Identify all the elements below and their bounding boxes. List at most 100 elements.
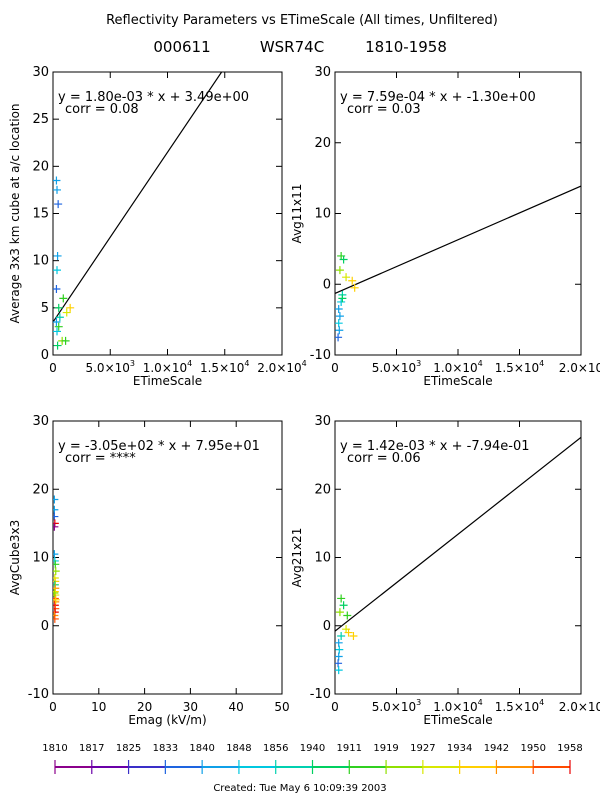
- x-tick-label: 0: [49, 700, 57, 714]
- fit-equation: y = -3.05e+02 * x + 7.95e+01: [58, 439, 260, 454]
- x-tick-label: 2.0×10: [559, 700, 600, 714]
- colorbar-label: 1919: [373, 743, 398, 754]
- colorbar-label: 1927: [410, 743, 435, 754]
- x-tick-label: 2.0×104: [257, 359, 307, 375]
- data-point: [343, 611, 352, 620]
- data-point: [335, 326, 344, 335]
- y-tick-label: 30: [32, 65, 49, 80]
- x-tick-label: 1.0×104: [433, 698, 483, 714]
- x-tick-label: 1.5×104: [200, 359, 250, 375]
- colorbar-label: 1911: [337, 743, 362, 754]
- data-point: [344, 628, 353, 637]
- y-tick-label: 0: [41, 348, 49, 363]
- data-point: [53, 522, 59, 531]
- data-point: [53, 614, 59, 623]
- y-tick-label: 10: [32, 551, 49, 566]
- data-point: [53, 588, 59, 597]
- data-point: [55, 313, 64, 322]
- fit-equation: y = 1.42e-03 * x + -7.94e-01: [340, 439, 530, 454]
- colorbar-label: 1825: [116, 743, 141, 754]
- data-point: [342, 273, 351, 282]
- x-tick-label: 30: [183, 700, 198, 714]
- data-point: [335, 305, 343, 314]
- x-tick-label: 0: [331, 361, 339, 375]
- radar-label: WSR74C: [260, 38, 324, 56]
- data-point: [337, 631, 346, 640]
- figure-subtitle: 000611 WSR74C 1810-1958: [153, 38, 447, 56]
- data-point: [335, 319, 343, 328]
- y-tick-label: -10: [310, 348, 331, 363]
- y-tick-label: 10: [32, 254, 49, 269]
- data-point: [53, 185, 62, 194]
- y-tick-label: 20: [314, 482, 331, 497]
- y-tick-label: 15: [32, 207, 49, 222]
- figure-title: Reflectivity Parameters vs ETimeScale (A…: [106, 13, 498, 28]
- data-point: [335, 666, 343, 675]
- regression-line: [335, 185, 581, 294]
- colorbar-label: 1848: [226, 743, 251, 754]
- x-tick-label: 0: [49, 361, 57, 375]
- data-point: [349, 631, 358, 640]
- y-axis-label: AvgCube3x3: [8, 520, 22, 596]
- y-tick-label: 30: [32, 414, 49, 429]
- y-tick-label: 10: [314, 207, 331, 222]
- y-axis-label: Average 3x3 km cube at a/c location: [8, 103, 22, 323]
- plot-p1: 0 5 10 15 20 25 30 0 5.0×103 1.0×104 1.5×104 2.0×10…: [8, 65, 307, 388]
- x-axis-label: Emag (kV/m): [128, 713, 206, 727]
- data-point: [339, 255, 348, 264]
- colorbar-label: 1833: [153, 743, 178, 754]
- data-point: [335, 312, 344, 321]
- x-tick-label: 1.0×104: [433, 359, 483, 375]
- colorbar-label: 1934: [447, 743, 472, 754]
- regression-line: [53, 72, 223, 323]
- data-point: [335, 652, 343, 661]
- regression-line: [335, 436, 581, 632]
- y-tick-label: -10: [310, 687, 331, 702]
- colorbar-label: 1940: [300, 743, 325, 754]
- y-axis-label: Avg11x11: [290, 184, 304, 244]
- colorbar-label: 1840: [189, 743, 214, 754]
- y-tick-label: 30: [314, 414, 331, 429]
- colorbar-label: 1817: [79, 743, 104, 754]
- correlation-label: corr = ****: [65, 451, 136, 466]
- data-point: [53, 505, 59, 514]
- y-tick-label: 10: [314, 551, 331, 566]
- data-point: [339, 601, 348, 610]
- correlation-label: corr = 0.03: [347, 102, 421, 117]
- data-point: [59, 294, 68, 303]
- data-point: [338, 294, 347, 303]
- colorbar-label: 1810: [42, 743, 67, 754]
- data-point: [335, 645, 344, 654]
- colorbar-label: 1950: [520, 743, 545, 754]
- data-point: [53, 176, 61, 185]
- x-tick-label: 0: [331, 700, 339, 714]
- y-tick-label: 25: [32, 112, 49, 127]
- y-axis-label: Avg21x21: [290, 528, 304, 588]
- y-tick-label: 20: [32, 159, 49, 174]
- data-point: [61, 336, 70, 345]
- data-point: [54, 303, 63, 312]
- data-point: [335, 608, 344, 617]
- data-point: [337, 594, 346, 603]
- data-point: [53, 512, 59, 521]
- y-tick-label: 20: [314, 136, 331, 151]
- data-point: [53, 560, 60, 569]
- fit-equation: y = 7.59e-04 * x + -1.30e+00: [340, 90, 536, 105]
- data-point: [53, 495, 59, 504]
- data-point: [53, 251, 62, 260]
- y-tick-label: 0: [323, 277, 331, 292]
- y-tick-label: 0: [41, 619, 49, 634]
- x-tick-label: 1.5×104: [495, 359, 545, 375]
- data-point: [66, 303, 75, 312]
- x-tick-label: 2.0×10: [559, 361, 600, 375]
- x-axis-label: ETimeScale: [133, 374, 202, 388]
- data-point: [53, 341, 62, 350]
- data-point: [53, 317, 61, 326]
- y-tick-label: 30: [314, 65, 331, 80]
- y-tick-label: 5: [41, 301, 49, 316]
- data-point: [335, 638, 343, 647]
